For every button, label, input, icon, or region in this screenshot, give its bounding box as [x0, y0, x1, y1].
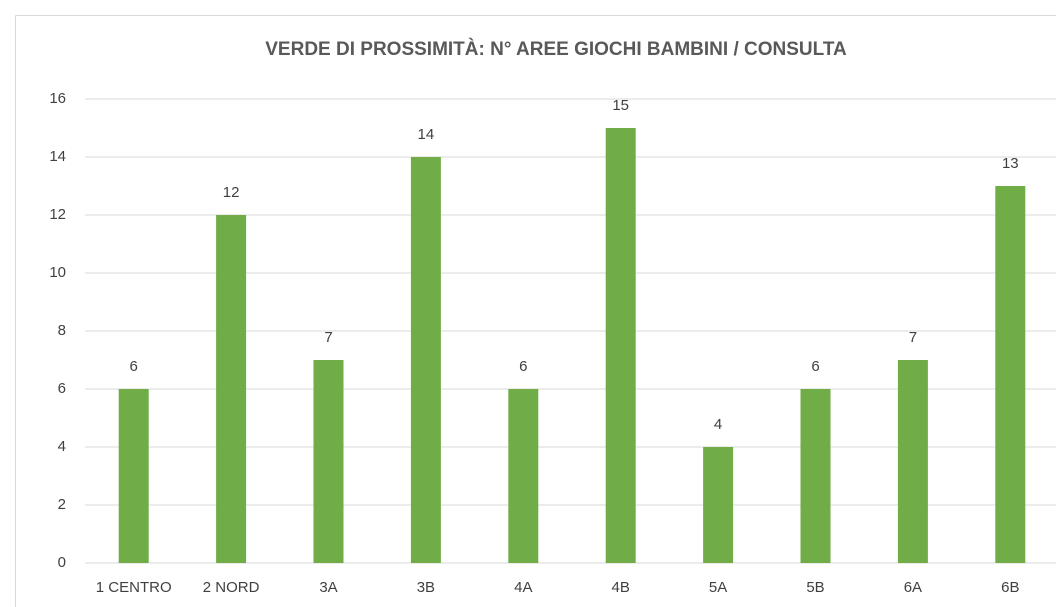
data-label: 6 [519, 358, 527, 375]
bar [216, 215, 247, 563]
data-label: 4 [714, 416, 722, 433]
data-label: 15 [612, 97, 629, 114]
x-tick-label: 5B [806, 579, 824, 596]
bar [313, 360, 344, 563]
x-tick-label: 5A [709, 579, 727, 596]
y-tick-label: 10 [49, 264, 66, 281]
y-tick-label: 8 [58, 322, 66, 339]
x-tick-label: 2 NORD [203, 579, 260, 596]
y-tick-label: 12 [49, 206, 66, 223]
x-tick-label: 3A [319, 579, 337, 596]
x-tick-label: 4A [514, 579, 532, 596]
y-tick-label: 4 [58, 438, 66, 455]
y-tick-label: 14 [49, 148, 66, 165]
bar [410, 157, 441, 563]
y-tick-label: 16 [49, 90, 66, 107]
y-tick-label: 2 [58, 496, 66, 513]
data-label: 13 [1002, 155, 1019, 172]
x-tick-label: 3B [417, 579, 435, 596]
data-label: 14 [418, 126, 435, 143]
x-tick-label: 6A [904, 579, 922, 596]
x-tick-label: 6B [1001, 579, 1019, 596]
bar [897, 360, 928, 563]
bar [605, 128, 636, 563]
data-label: 7 [324, 329, 332, 346]
bar [995, 186, 1026, 563]
bar [508, 389, 539, 563]
data-label: 12 [223, 184, 240, 201]
chart-title: VERDE DI PROSSIMITÀ: N° AREE GIOCHI BAMB… [265, 38, 847, 60]
data-label: 7 [909, 329, 917, 346]
data-label: 6 [130, 358, 138, 375]
y-tick-label: 0 [58, 554, 66, 571]
y-tick-label: 6 [58, 380, 66, 397]
bar [118, 389, 149, 563]
bar [703, 447, 734, 563]
bar [800, 389, 831, 563]
x-tick-label: 4B [612, 579, 630, 596]
x-tick-label: 1 CENTRO [96, 579, 172, 596]
data-label: 6 [811, 358, 819, 375]
